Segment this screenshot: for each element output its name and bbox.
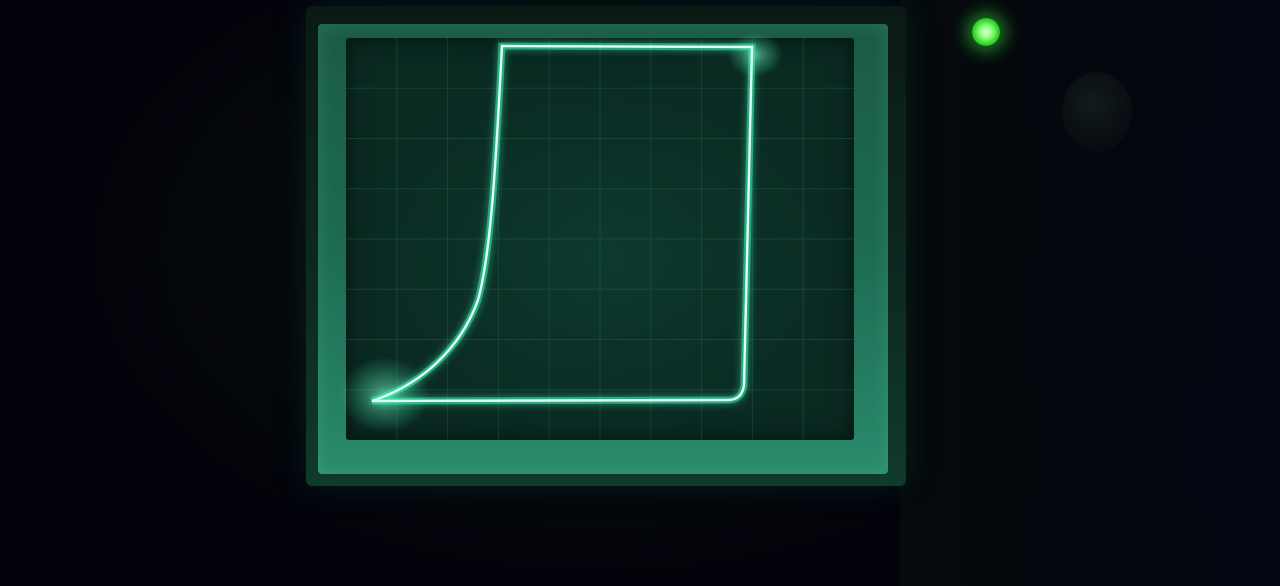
trace-glow xyxy=(370,42,756,405)
oscilloscope-trace xyxy=(371,44,754,403)
crt-screen xyxy=(346,38,854,440)
knob-icon[interactable] xyxy=(1062,72,1132,152)
power-led-icon xyxy=(972,18,1000,46)
